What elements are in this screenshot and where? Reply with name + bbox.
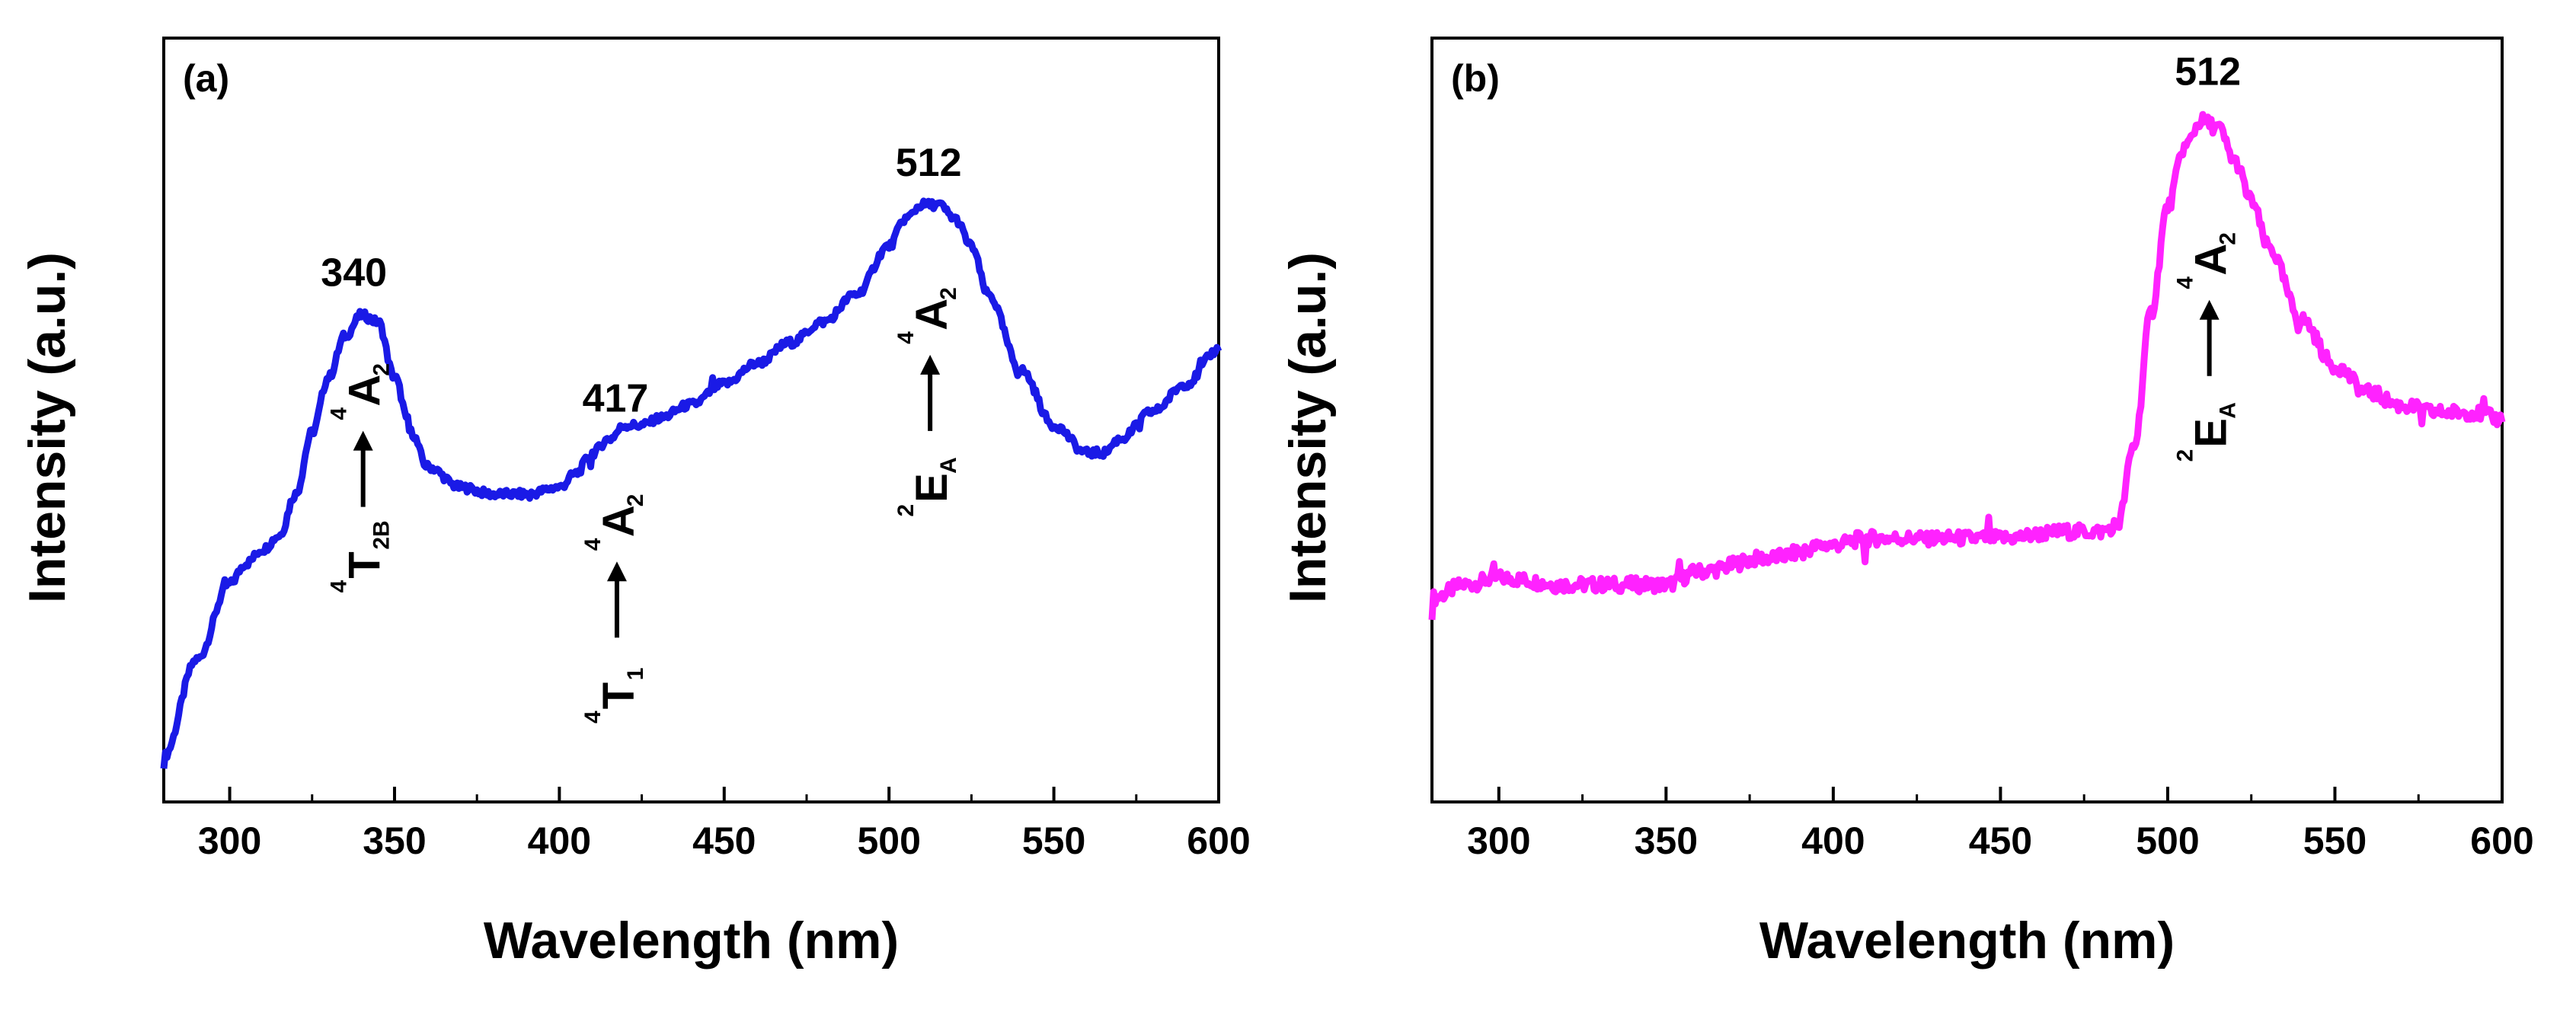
chart-panel-a: 300 350 400 450 500 550 600 Wavelength (nm) Inte… <box>18 37 1251 969</box>
to-state-symbol: A <box>594 505 644 537</box>
x-tick-label: 300 <box>1467 819 1530 862</box>
panel-label: (a) <box>183 57 229 100</box>
to-state-superscript: 4 <box>893 331 919 344</box>
to-state-superscript: 4 <box>327 407 352 420</box>
to-state-symbol: A <box>907 299 957 331</box>
x-tick-label: 450 <box>692 819 756 862</box>
to-state-symbol: A <box>2187 244 2236 276</box>
from-state-symbol: E <box>2187 418 2236 448</box>
x-tick-label: 400 <box>528 819 591 862</box>
y-axis-label: Intensity (a.u.) <box>1279 252 1337 603</box>
from-state-superscript: 4 <box>327 580 352 593</box>
x-tick-label: 500 <box>2136 819 2199 862</box>
series-line-spectrum-a <box>160 197 1222 769</box>
transition-arrow-head <box>353 430 373 451</box>
x-axis-label: Wavelength (nm) <box>1759 912 2175 969</box>
from-state-superscript: 2 <box>2173 449 2198 462</box>
panel-label: (b) <box>1451 57 1500 100</box>
to-state-symbol: A <box>340 375 390 407</box>
x-tick-label: 400 <box>1801 819 1865 862</box>
x-tick-label: 550 <box>2303 819 2367 862</box>
to-state-subscript: 2 <box>936 287 961 300</box>
x-tick-label: 350 <box>363 819 426 862</box>
series-line-spectrum-b <box>1428 110 2506 621</box>
chart-panel-b: 300 350 400 450 500 550 600 Wavelength (nm) Inte… <box>1279 37 2534 969</box>
plot-frame <box>162 37 1220 803</box>
peak-label: 340 <box>321 251 387 295</box>
to-state-superscript: 4 <box>2173 276 2198 289</box>
x-tick-label: 500 <box>857 819 920 862</box>
x-tick-label: 550 <box>1022 819 1085 862</box>
from-state-subscript: A <box>936 457 961 474</box>
x-tick-label: 300 <box>198 819 261 862</box>
to-state-subscript: 2 <box>623 494 648 507</box>
to-state-subscript: 2 <box>369 363 395 376</box>
from-state-subscript: 2B <box>369 520 395 549</box>
transition-arrow-head <box>920 354 941 375</box>
y-axis-label: Intensity (a.u.) <box>18 252 76 603</box>
from-state-subscript: 1 <box>623 668 648 681</box>
from-state-subscript: A <box>2216 402 2241 419</box>
transition-arrow-head <box>2199 299 2220 320</box>
x-tick-label: 600 <box>2470 819 2533 862</box>
x-tick-label: 600 <box>1187 819 1250 862</box>
from-state-symbol: T <box>340 551 390 578</box>
x-tick-label: 450 <box>1969 819 2032 862</box>
x-axis-label: Wavelength (nm) <box>484 912 899 969</box>
to-state-subscript: 2 <box>2216 232 2241 245</box>
peak-label: 512 <box>2175 50 2241 94</box>
from-state-superscript: 4 <box>580 711 606 724</box>
from-state-symbol: T <box>594 682 644 709</box>
from-state-superscript: 2 <box>893 504 919 517</box>
peak-label: 512 <box>896 141 962 185</box>
from-state-symbol: E <box>907 473 957 503</box>
transition-arrow-head <box>606 561 627 582</box>
x-tick-label: 350 <box>1635 819 1698 862</box>
peak-label: 417 <box>583 376 649 420</box>
to-state-superscript: 4 <box>580 538 606 551</box>
plot-frame <box>1430 37 2504 803</box>
